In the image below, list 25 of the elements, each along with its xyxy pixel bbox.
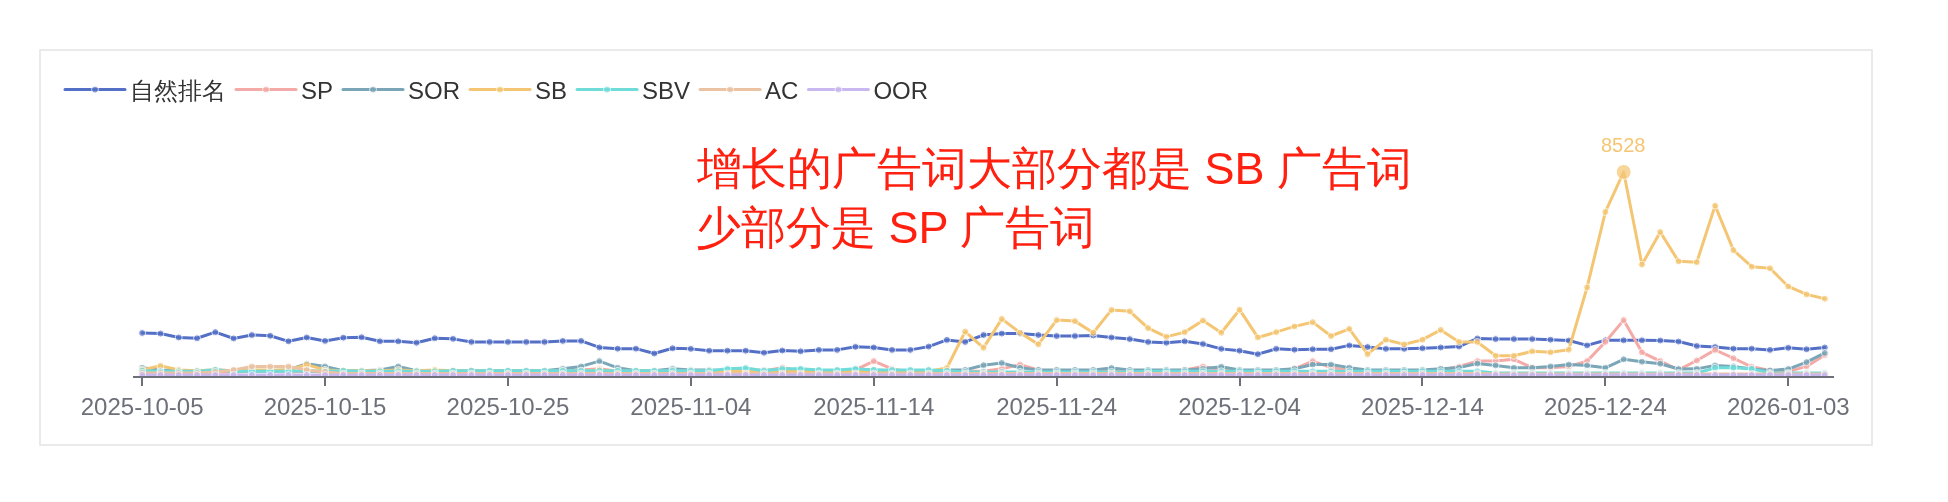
point [1619,316,1628,325]
x-tick-label: 2025-11-14 [813,392,935,420]
x-tick-label: 2026-01-03 [1726,392,1850,420]
legend-label: SB [535,76,568,104]
point [1637,348,1646,357]
legend-label: SBV [642,76,691,104]
x-tick-label: 2025-11-04 [630,392,752,420]
x-tick-label: 2025-10-15 [263,392,387,420]
x-tick-label: 2025-10-05 [80,392,204,420]
legend-label: 自然排名 [130,76,226,104]
legend-label: SP [301,76,334,104]
legend-label: SOR [408,76,461,104]
x-tick-label: 2025-11-24 [996,392,1118,420]
point [1692,356,1701,365]
legend-label: AC [765,76,799,104]
annotation: 增长的广告词大部分都是 SB 广告词 [696,143,1413,194]
x-tick-label: 2025-12-04 [1178,392,1301,420]
point [869,357,878,366]
annotation: 8528 [1601,134,1646,156]
x-tick-label: 2025-12-24 [1543,392,1667,420]
legend-label: OOR [873,76,929,104]
annotation: 少部分是 SP 广告词 [696,202,1096,253]
x-tick-label: 2025-12-14 [1361,392,1484,420]
point [1729,354,1738,363]
x-tick-label: 2025-10-25 [446,392,570,420]
